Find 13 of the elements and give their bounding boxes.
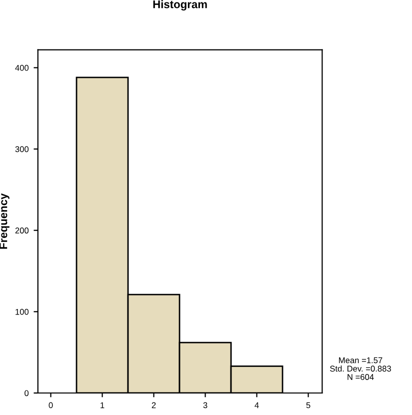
chart-title: Histogram bbox=[153, 0, 207, 10]
y-tick-label: 0 bbox=[24, 390, 29, 396]
y-tick-label: 100 bbox=[16, 308, 29, 315]
x-tick-label: 1 bbox=[100, 402, 104, 408]
x-tick-label: 4 bbox=[254, 402, 259, 408]
y-tick-label: 200 bbox=[15, 228, 29, 234]
x-tick-label: 2 bbox=[152, 402, 156, 408]
x-tick-label: 5 bbox=[306, 402, 310, 408]
text: Mean =1.57 Std. Dev. =0.883 N =604 bbox=[330, 357, 391, 380]
x-tick-label: 3 bbox=[203, 402, 208, 408]
y-tick-label: 300 bbox=[15, 146, 29, 152]
x-tick-label: 0 bbox=[48, 402, 53, 408]
y-tick-label: 400 bbox=[15, 64, 29, 71]
